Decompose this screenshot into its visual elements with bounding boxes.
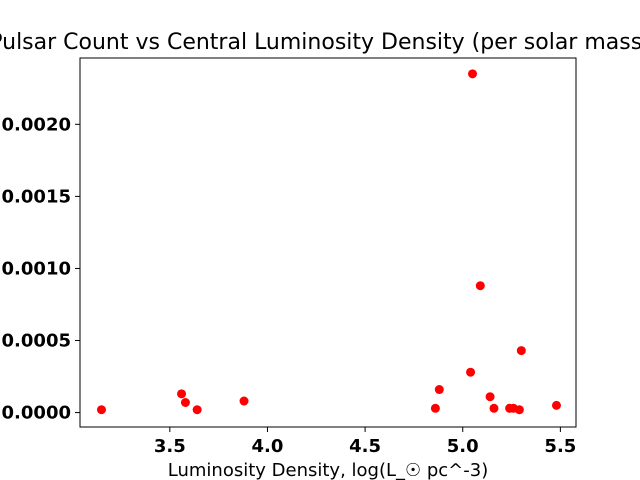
y-tick-label: 0.0000 bbox=[2, 403, 71, 424]
data-point bbox=[177, 389, 187, 399]
x-tick-label: 4.5 bbox=[349, 436, 381, 457]
data-point bbox=[489, 403, 499, 413]
data-point bbox=[96, 405, 106, 415]
data-point bbox=[475, 281, 485, 291]
x-tick-label: 5.0 bbox=[447, 436, 479, 457]
y-tick-label: 0.0010 bbox=[2, 258, 71, 279]
y-axis-ticks: 0.0000 0.0005 0.0010 0.0015 0.0020 bbox=[2, 114, 80, 424]
data-point bbox=[180, 397, 190, 407]
x-axis-ticks: 3.5 4.0 4.5 5.0 5.5 bbox=[154, 427, 576, 457]
data-points bbox=[96, 69, 561, 415]
x-axis-label: Luminosity Density, log(L_☉ pc^-3) bbox=[168, 460, 488, 480]
y-tick-label: 0.0015 bbox=[2, 186, 71, 207]
x-tick-label: 5.5 bbox=[544, 436, 576, 457]
plot-frame bbox=[79, 57, 577, 428]
data-point bbox=[468, 69, 478, 79]
data-point bbox=[466, 367, 476, 377]
x-tick-label: 3.5 bbox=[154, 436, 186, 457]
chart-title: Pulsar Count vs Central Luminosity Densi… bbox=[0, 30, 640, 55]
y-tick-label: 0.0005 bbox=[2, 331, 71, 352]
data-point bbox=[192, 405, 202, 415]
data-point bbox=[239, 396, 249, 406]
data-point bbox=[516, 346, 526, 356]
data-point bbox=[551, 400, 561, 410]
y-tick-label: 0.0020 bbox=[2, 114, 71, 135]
data-point bbox=[434, 385, 444, 395]
data-point bbox=[514, 405, 524, 415]
data-point bbox=[485, 392, 495, 402]
x-tick-label: 4.0 bbox=[252, 436, 284, 457]
data-point bbox=[430, 403, 440, 413]
